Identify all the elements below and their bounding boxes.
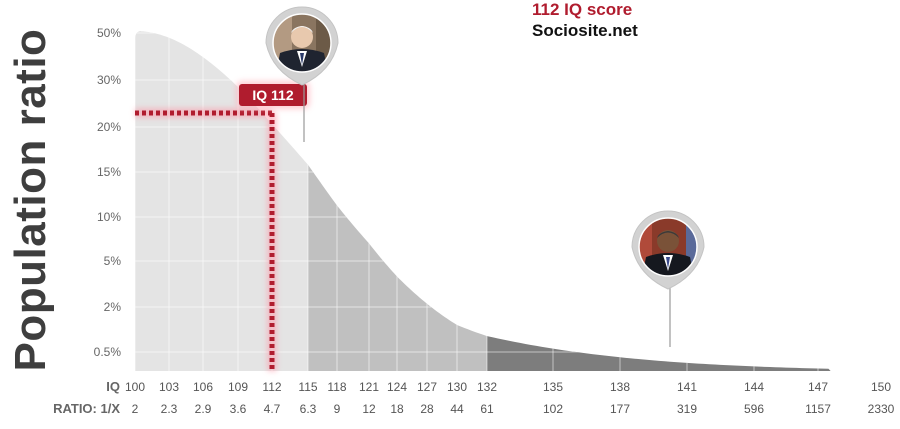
ratio-tick-label: 18 [390, 402, 404, 416]
iq-tick-label: 150 [871, 380, 891, 394]
ratio-tick-label: 44 [450, 402, 464, 416]
ratio-tick-label: 596 [744, 402, 764, 416]
y-tick-labels: 50% 30% 20% 15% 10% 5% 2% 0.5% [94, 26, 122, 359]
ratio-row-label: RATIO: 1/X [53, 401, 120, 416]
iq-tick-label: 109 [228, 380, 248, 394]
iq-tick-label: 127 [417, 380, 437, 394]
iq-tick-label: 144 [744, 380, 764, 394]
ratio-tick-label: 319 [677, 402, 697, 416]
biden-portrait-icon [265, 6, 339, 142]
y-tick-label: 30% [97, 73, 121, 87]
iq-tick-label: 106 [193, 380, 213, 394]
distribution-bands [135, 31, 831, 371]
iq-tick-label: 115 [298, 380, 317, 394]
iq-tick-label: 135 [543, 380, 563, 394]
y-tick-label: 10% [97, 210, 121, 224]
iq-highlight: IQ 112 [135, 81, 310, 371]
grid-lines [0, 0, 900, 371]
iq-tick-label: 132 [477, 380, 497, 394]
ratio-tick-label: 2330 [868, 402, 895, 416]
ratio-tick-label: 177 [610, 402, 630, 416]
iq-tick-label: 121 [359, 380, 379, 394]
iq-tick-label: 103 [159, 380, 179, 394]
iq-tick-label: 147 [808, 380, 828, 394]
iq-tick-label: 138 [610, 380, 630, 394]
y-tick-label: 20% [97, 120, 121, 134]
obama-portrait-icon [631, 210, 705, 347]
ratio-tick-label: 2.3 [161, 402, 178, 416]
chart-headline: 112 IQ score [532, 0, 633, 19]
y-tick-label: 2% [104, 300, 122, 314]
iq-tick-label: 100 [125, 380, 145, 394]
band-2 [487, 31, 831, 371]
ratio-tick-label: 28 [420, 402, 434, 416]
highlight-label-box [239, 84, 307, 106]
site-name: Sociosite.net [532, 21, 638, 40]
y-tick-label: 0.5% [94, 345, 122, 359]
y-tick-label: 15% [97, 165, 121, 179]
ratio-tick-label: 3.6 [230, 402, 247, 416]
ratio-tick-label: 2 [132, 402, 139, 416]
ratio-tick-label: 4.7 [264, 402, 281, 416]
ratio-tick-label: 1157 [805, 402, 831, 416]
ratio-tick-label: 102 [543, 402, 563, 416]
portrait-markers [265, 6, 705, 347]
ratio-tick-label: 61 [480, 402, 494, 416]
iq-tick-label: 141 [677, 380, 697, 394]
ratio-tick-label: 9 [334, 402, 341, 416]
y-tick-label: 50% [97, 26, 121, 40]
highlight-label: IQ 112 [252, 87, 293, 103]
iq-row-label: IQ [106, 379, 120, 394]
iq-row: IQ 100 103 106 109 112 115 118 121 124 127 130 132 13… [106, 379, 891, 394]
ratio-tick-label: 2.9 [195, 402, 212, 416]
iq-tick-label: 112 [262, 380, 281, 394]
ratio-tick-label: 12 [362, 402, 376, 416]
iq-tick-label: 130 [447, 380, 467, 394]
ratio-tick-label: 6.3 [300, 402, 317, 416]
ratio-row: RATIO: 1/X 2 2.3 2.9 3.6 4.7 6.3 9 12 18 28 44 61 102… [53, 401, 895, 416]
iq-tick-label: 124 [387, 380, 407, 394]
y-tick-label: 5% [104, 254, 122, 268]
iq-tick-label: 118 [327, 380, 346, 394]
